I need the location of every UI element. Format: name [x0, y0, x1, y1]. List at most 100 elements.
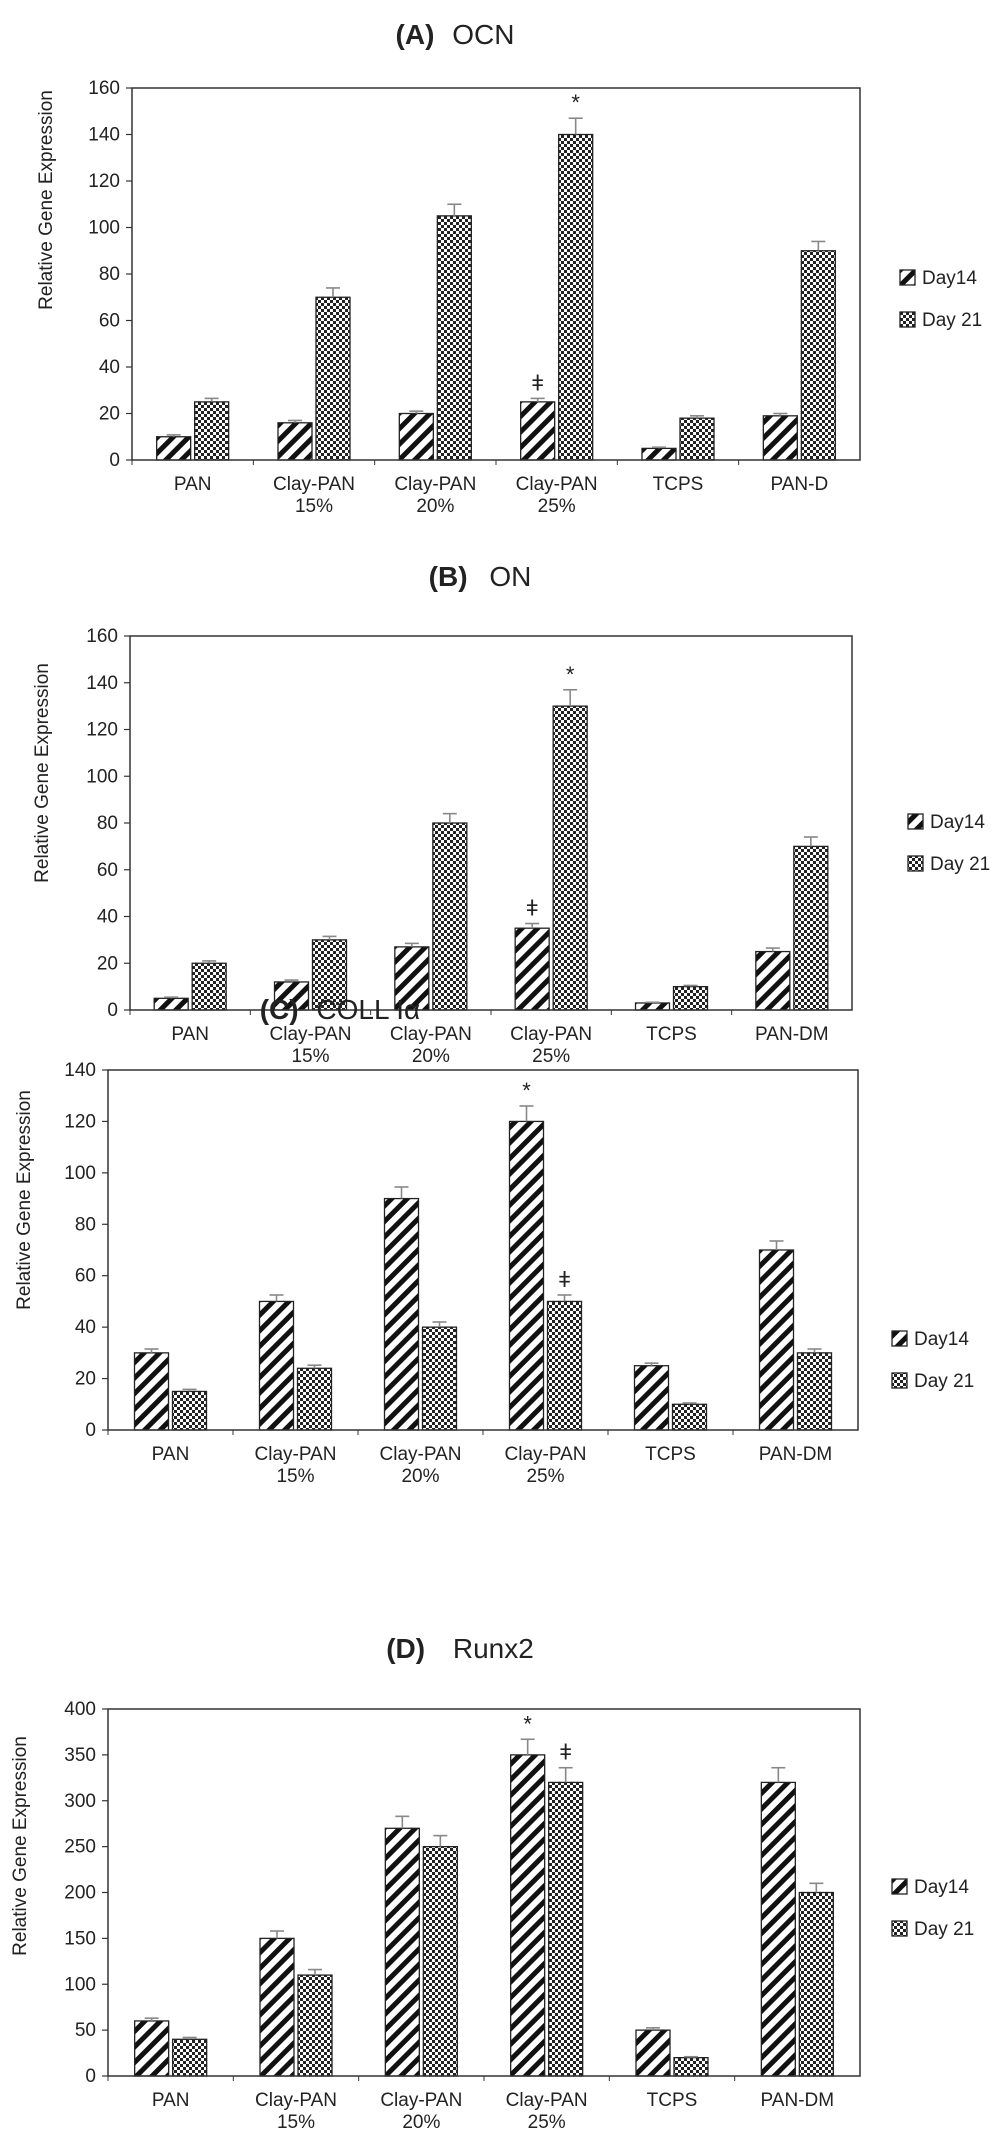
- panel-c-category-label-4-0: TCPS: [645, 1444, 696, 1465]
- panel-d-legend-swatch-day14: [891, 1878, 908, 1895]
- panel-a-bar-day14-5: [762, 415, 798, 461]
- panel-a-y-tick-label-5: 100: [88, 218, 120, 239]
- panel-b-ylabel: Relative Gene Expression: [32, 663, 53, 883]
- panel-c-legend-swatch-day-21: [891, 1372, 908, 1389]
- panel-a-ylabel: Relative Gene Expression: [36, 90, 57, 310]
- panel-a-category-label-2-1: 20%: [416, 496, 454, 517]
- panel-a-error-bars: [166, 117, 826, 449]
- panel-d-y-axis: 0 50 100 150 200 250 300 350 400: [64, 1699, 108, 2087]
- panel-b-y-tick-label-0: 0: [107, 1000, 118, 1021]
- panel-c-bar-day14-0: [133, 1352, 170, 1431]
- panel-a-title: (A) OCN: [396, 19, 515, 50]
- panel-b-bar-day14-1: [273, 981, 310, 1011]
- panel-c-y-tick-label-5: 100: [64, 1163, 96, 1184]
- panel-d-bar-day14-2: [384, 1827, 420, 2077]
- panel-b-category-label-2-0: Clay-PAN: [390, 1024, 472, 1045]
- panel-a-plot-frame: [131, 87, 861, 461]
- panel-c-y-tick-label-2: 40: [75, 1317, 96, 1338]
- panel-b-bar-day14-2: [394, 946, 430, 1011]
- panel-d-bar-day14-1: [259, 1937, 295, 2077]
- panel-b-annotations: ǂ*: [526, 662, 575, 921]
- panel-c-legend-label-day-21: Day 21: [914, 1371, 974, 1392]
- panel-a-y-axis: 0 20 40 60 80 100 120 140 160: [88, 78, 132, 471]
- panel-a-legend-swatch-day14: [899, 269, 916, 286]
- panel-b-bar-day-21-3: [552, 705, 588, 1011]
- panel-a-legend-label-day-21: Day 21: [922, 310, 982, 331]
- panel-a-bar-day14-4: [641, 447, 677, 461]
- panel-b-category-label-4-0: TCPS: [646, 1024, 697, 1045]
- panel-c-y-tick-label-1: 20: [75, 1369, 96, 1390]
- panel-a-bar-day14-2: [398, 412, 434, 461]
- panel-d-name: Runx2: [453, 1633, 534, 1664]
- panel-d-category-label-2-0: Clay-PAN: [380, 2090, 462, 2111]
- panel-b-y-tick-label-6: 120: [86, 720, 118, 741]
- panel-b-bars: [153, 705, 829, 1011]
- panel-d-category-label-1-1: 15%: [277, 2112, 315, 2133]
- panel-b-y-tick-label-2: 40: [97, 907, 118, 928]
- panel-a-y-tick-label-4: 80: [99, 264, 120, 285]
- chart-panel-d: (D) Runx2 Relative Gene Expression 0 50 10…: [10, 1633, 974, 2133]
- panel-b-category-label-0-0: PAN: [171, 1024, 209, 1045]
- panel-d-category-label-4-0: TCPS: [647, 2090, 698, 2111]
- panel-d-bar-day-21-4: [673, 2056, 709, 2077]
- panel-b-category-label-5-0: PAN-DM: [755, 1024, 829, 1045]
- panel-a-annotations: ǂ*: [531, 90, 580, 395]
- panel-b-category-label-3-0: Clay-PAN: [510, 1024, 592, 1045]
- panel-b-bar-day-21-2: [432, 822, 468, 1011]
- panel-a-x-axis: PAN Clay-PAN15%Clay-PAN20%Clay-PAN25%TCPS…: [131, 460, 828, 517]
- panel-c-bar-day14-5: [758, 1249, 795, 1431]
- panel-a-legend-swatch-day-21: [899, 311, 916, 328]
- panel-a-bar-day-21-4: [679, 417, 715, 461]
- panel-a-annotation-1: *: [571, 90, 580, 115]
- panel-d-plot-frame: [107, 1708, 861, 2077]
- panel-d-y-tick-label-5: 250: [64, 1837, 96, 1858]
- panel-a-y-tick-label-8: 160: [88, 78, 120, 99]
- panel-a-bar-day-21-2: [436, 215, 472, 461]
- panel-d-y-tick-label-2: 100: [64, 1974, 96, 1995]
- panel-d-category-label-3-1: 25%: [528, 2112, 566, 2133]
- chart-panel-a: (A) OCN Relative Gene Expression 0 20 40 60…: [36, 19, 982, 517]
- panel-c-category-label-0-0: PAN: [152, 1444, 190, 1465]
- panel-b-x-axis: PAN Clay-PAN15%Clay-PAN20%Clay-PAN25%TCPS…: [129, 1010, 829, 1067]
- panel-a-y-tick-label-2: 40: [99, 357, 120, 378]
- panel-a-category-label-1-0: Clay-PAN: [273, 474, 355, 495]
- panel-c-category-label-3-0: Clay-PAN: [505, 1444, 587, 1465]
- panel-b-plot-frame: [129, 635, 853, 1011]
- panel-b-y-tick-label-1: 20: [97, 953, 118, 974]
- panel-b-bar-day-21-5: [793, 845, 829, 1011]
- panel-d-bar-day-21-0: [172, 2038, 208, 2077]
- panel-d-y-tick-label-3: 150: [64, 1928, 96, 1949]
- panel-a-bar-day14-1: [277, 422, 313, 461]
- panel-d-legend: Day14 Day 21: [891, 1877, 974, 1940]
- panel-d-annotation-1: ǂ: [559, 1740, 572, 1765]
- panel-c-y-tick-label-6: 120: [64, 1111, 96, 1132]
- panel-b-category-label-2-1: 20%: [412, 1046, 450, 1067]
- panel-d-y-tick-label-1: 50: [75, 2020, 96, 2041]
- panel-a-y-tick-label-7: 140: [88, 125, 120, 146]
- panel-d-category-label-3-0: Clay-PAN: [506, 2090, 588, 2111]
- panel-d-bar-day-21-2: [422, 1845, 458, 2077]
- chart-panel-c: (C) COLL Iα Relative Gene Expression 0 20…: [14, 994, 974, 1487]
- panel-b-legend-label-day14: Day14: [930, 812, 985, 833]
- panel-b-annotation-1: *: [566, 662, 575, 687]
- panel-c-bar-day-21-2: [421, 1326, 458, 1431]
- panel-b-y-tick-label-4: 80: [97, 813, 118, 834]
- panel-c-legend-label-day14: Day14: [914, 1329, 969, 1350]
- panel-d-annotation-0: *: [523, 1711, 532, 1736]
- panel-c-category-label-5-0: PAN-DM: [759, 1444, 833, 1465]
- panel-d-title: (D) Runx2: [386, 1633, 534, 1664]
- panel-b-bar-day14-5: [755, 950, 791, 1011]
- panel-d-bar-day-21-5: [798, 1891, 834, 2077]
- panel-c-plot-frame: [107, 1069, 859, 1431]
- panel-b-name: ON: [489, 561, 531, 592]
- panel-b-category-label-3-1: 25%: [532, 1046, 570, 1067]
- panel-d-bar-day14-3: [510, 1754, 546, 2077]
- panel-d-legend-label-day-21: Day 21: [914, 1919, 974, 1940]
- panel-c-title: (C) COLL Iα: [260, 994, 421, 1025]
- panel-b-category-label-1-1: 15%: [291, 1046, 329, 1067]
- panel-a-category-label-2-0: Clay-PAN: [394, 474, 476, 495]
- panel-a-y-tick-label-1: 20: [99, 404, 120, 425]
- panel-c-category-label-2-0: Clay-PAN: [380, 1444, 462, 1465]
- panel-a-legend: Day14 Day 21: [899, 268, 982, 331]
